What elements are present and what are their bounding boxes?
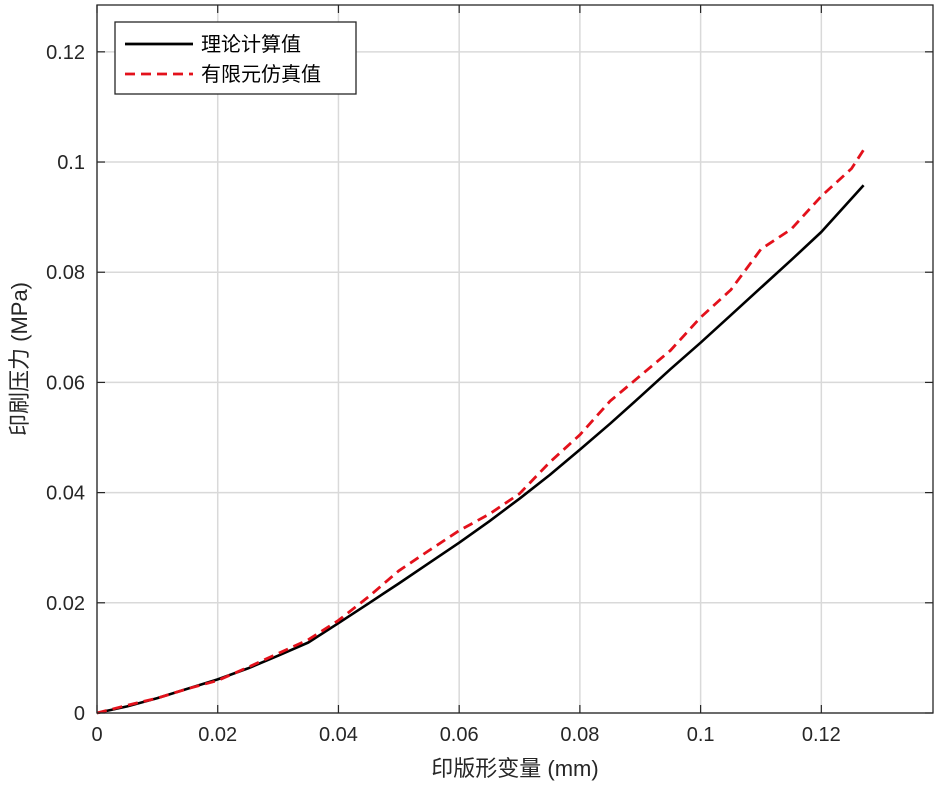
y-tick-label: 0.02 [46, 593, 85, 615]
y-tick-label: 0 [74, 703, 85, 725]
x-tick-label: 0.08 [560, 724, 599, 746]
x-tick-label: 0.02 [198, 724, 237, 746]
y-tick-label: 0.08 [46, 262, 85, 284]
plot-area [97, 5, 933, 713]
legend-label-1: 有限元仿真值 [201, 63, 321, 86]
x-tick-label: 0.1 [687, 724, 715, 746]
y-axis-label: 印刷压力 (MPa) [7, 282, 32, 436]
y-tick-label: 0.1 [57, 152, 85, 174]
x-tick-label: 0.04 [319, 724, 358, 746]
plot-frame [96, 4, 934, 714]
legend-label-0: 理论计算值 [201, 33, 301, 56]
legend-box [114, 21, 357, 95]
y-tick-label: 0.12 [46, 42, 85, 64]
x-tick-label: 0.06 [440, 724, 479, 746]
x-tick-label: 0 [91, 724, 102, 746]
y-tick-label: 0.06 [46, 372, 85, 394]
series-line-1 [96, 149, 865, 715]
ticks: 0 0.02 0.04 0.06 0.08 0.1 0.12 0 0.02 0.04 0.06 0.0… [46, 5, 933, 746]
y-tick-label: 0.04 [46, 483, 85, 505]
x-axis-label: 印版形变量 (mm) [431, 756, 598, 781]
series-layer [96, 149, 865, 715]
x-tick-label: 0.12 [802, 724, 841, 746]
